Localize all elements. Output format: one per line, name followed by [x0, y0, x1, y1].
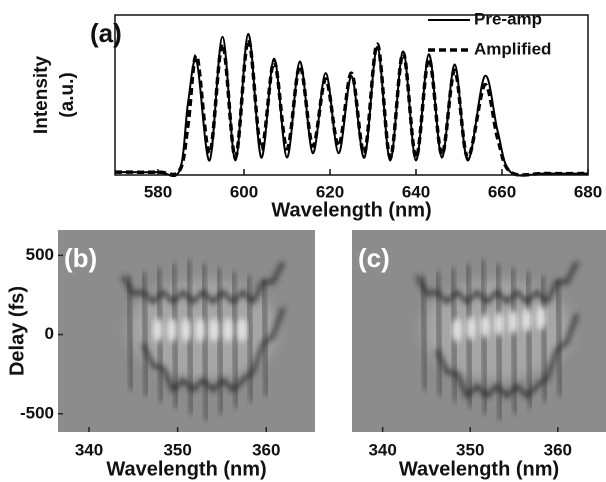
x-tick-label: 680: [574, 182, 602, 201]
legend-label: Amplified: [474, 39, 551, 58]
bright-spot: [480, 314, 490, 338]
ridge: [435, 313, 579, 400]
x-axis-label: Wavelength (nm): [271, 199, 431, 221]
x-tick-label: 360: [252, 440, 280, 459]
fringe: [260, 279, 270, 397]
bright-spot: [195, 318, 205, 342]
x-axis-label: Wavelength (nm): [106, 458, 266, 480]
x-tick-label: 660: [488, 182, 516, 201]
x-tick-label: 640: [402, 182, 430, 201]
x-tick-label: 350: [163, 440, 191, 459]
bright-spot: [466, 316, 476, 340]
y-axis-label: Intensity: [31, 56, 52, 135]
ridge: [121, 261, 285, 306]
y-tick-label: -500: [20, 403, 54, 422]
bright-spot: [536, 306, 546, 330]
x-tick-label: 580: [144, 182, 172, 201]
bright-spot: [522, 308, 532, 332]
x-tick-label: 600: [230, 182, 258, 201]
spectrogram: [352, 230, 606, 432]
y-tick-label: 500: [26, 245, 54, 264]
panel-label: (b): [64, 243, 97, 273]
bright-spot: [237, 318, 247, 342]
x-axis-label: Wavelength (nm): [399, 458, 559, 480]
x-tick-label: 350: [456, 440, 484, 459]
bright-spot: [209, 318, 219, 342]
fringe: [554, 279, 564, 397]
ridge: [141, 307, 285, 394]
x-tick-label: 340: [75, 440, 103, 459]
fringe: [524, 271, 534, 409]
panel-label: (c): [358, 243, 390, 273]
x-tick-label: 360: [544, 440, 572, 459]
plot-frame: [114, 14, 589, 176]
y-tick-label: 0: [45, 324, 54, 343]
series-line: [114, 37, 589, 177]
y-axis-label: (a.u.): [57, 72, 78, 117]
fringe: [125, 275, 135, 391]
panel-label: (a): [90, 18, 122, 48]
bright-spot: [508, 310, 518, 334]
fringe: [215, 267, 225, 415]
y-axis-label: Delay (fs): [6, 286, 28, 376]
legend-label: Pre-amp: [474, 9, 542, 28]
bright-spot: [494, 312, 504, 336]
x-tick-label: 620: [316, 182, 344, 201]
bright-spot: [167, 318, 177, 342]
bright-spot: [181, 318, 191, 342]
bright-spot: [153, 318, 163, 342]
bright-spot: [223, 318, 233, 342]
fringe: [419, 275, 429, 391]
bright-spot: [452, 318, 462, 342]
ridge: [415, 261, 579, 306]
x-tick-label: 340: [368, 440, 396, 459]
spectrogram: [58, 230, 315, 432]
